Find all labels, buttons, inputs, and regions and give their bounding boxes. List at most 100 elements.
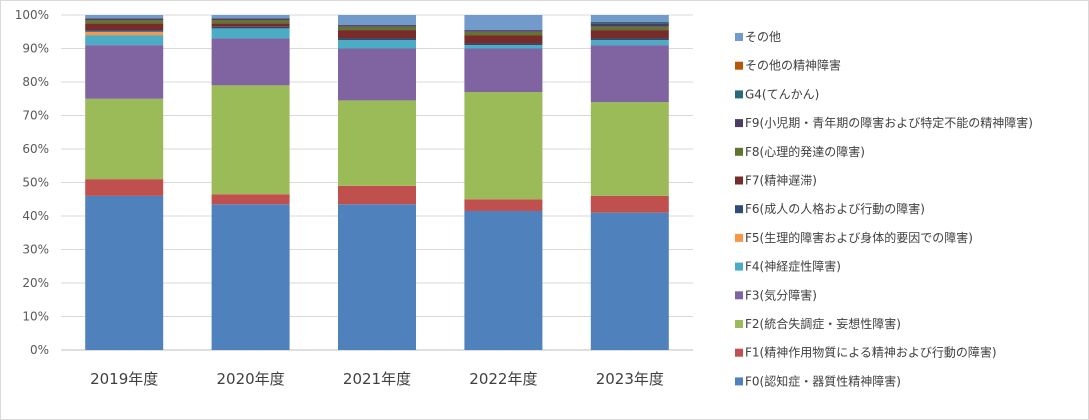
bar-segment [590,40,669,46]
x-category-label: 2019年度 [90,370,158,388]
bar-segment [338,26,416,31]
legend-swatch [735,320,743,328]
bar-segment [85,179,164,196]
bar-segment [85,18,164,21]
bar-segment [338,40,416,49]
legend-swatch [735,176,743,185]
y-tick-label: 10% [22,310,49,324]
y-tick-label: 0% [30,343,49,357]
bar-segment [85,195,164,350]
legend-item: F8(心理的発達の障害) [735,144,865,159]
bar-segment [590,38,669,41]
y-tick-label: 70% [22,109,49,123]
y-tick-label: 60% [22,142,49,156]
legend-item: その他の精神障害 [735,58,841,73]
legend-item: その他 [735,30,781,44]
bar-segment [464,48,543,93]
bar-segment [338,100,416,186]
bar-segment [464,199,543,211]
legend-swatch [735,291,743,300]
bar-segment [464,210,543,350]
legend-swatch [735,33,743,41]
legend-item: F6(成人の人格および行動の障害) [735,201,925,216]
x-category-label: 2023年度 [596,370,664,388]
legend-label: F7(精神遅滞) [745,174,817,188]
legend-label: F9(小児期・青年期の障害および特定不能の精神障害) [745,115,1033,130]
bars [85,15,669,350]
legend-item: F2(統合失調症・妄想性障害) [735,316,901,331]
bar-segment [590,23,669,27]
legend-swatch [735,90,743,99]
legend-swatch [735,262,743,271]
bar-segment [338,204,416,350]
legend-item: F9(小児期・青年期の障害および特定不能の精神障害) [735,115,1033,130]
bar-segment [211,23,290,27]
bar-segment [338,15,416,26]
bar-segment [85,20,164,24]
bar-segment [85,31,164,36]
bar-segment [590,212,669,350]
x-category-label: 2021年度 [343,370,411,388]
bar-segment [590,30,669,39]
legend-label: G4(てんかん) [745,87,819,101]
bar-segment [338,185,416,205]
bar-segment [211,85,290,195]
bar-segment [338,25,416,27]
bar-segment [85,23,164,31]
bar-segment [590,45,669,103]
legend-label: F1(精神作用物質による精神および行動の障害) [745,345,997,360]
legend-swatch [735,233,743,242]
legend-label: F5(生理的障害および身体的要因での障害) [745,230,973,245]
bar-segment [464,35,543,44]
bar-segment [338,48,416,101]
bar-segment [85,35,164,46]
legend-swatch [735,119,743,128]
legend-label: F4(神経症性障害) [745,259,841,274]
y-tick-label: 20% [22,276,49,290]
legend-item: F0(認知症・器質性精神障害) [735,373,901,388]
y-tick-label: 100% [15,8,49,22]
legend-item: F7(精神遅滞) [735,174,817,188]
bar-segment [85,15,164,19]
bar-segment [464,31,543,36]
y-axis: 0% 10% 20% 30% 40% 50% 60% 70% 80% 90% 100% [15,8,49,357]
legend-swatch [735,205,743,214]
legend-item: F4(神経症性障害) [735,259,841,274]
legend-label: F2(統合失調症・妄想性障害) [745,316,901,331]
bar-segment [211,18,290,21]
bar-segment [590,21,669,24]
legend-label: その他 [745,30,781,44]
bar-segment [338,30,416,39]
legend-swatch [735,147,743,156]
bar-segment [464,92,543,200]
legend-swatch [735,348,743,357]
legend-label: F0(認知症・器質性精神障害) [745,373,901,388]
bar-segment [338,38,416,41]
legend-item: G4(てんかん) [735,87,819,101]
bar-segment [211,26,290,29]
legend-swatch [735,61,743,70]
x-axis: 2019年度 2020年度 2021年度 2022年度 2023年度 [90,370,664,388]
bar-segment [211,204,290,350]
bar-segment [211,20,290,24]
x-category-label: 2020年度 [217,370,285,388]
bar-segment [590,102,669,196]
bar-segment [211,38,290,86]
bar-segment [590,195,669,213]
legend-label: F8(心理的発達の障害) [745,144,865,159]
y-tick-label: 40% [22,209,49,223]
bar-segment [85,98,164,180]
legend-item: F1(精神作用物質による精神および行動の障害) [735,345,997,360]
bar-segment [211,194,290,205]
bar-segment [464,43,543,46]
x-category-label: 2022年度 [469,370,537,388]
legend-label: F6(成人の人格および行動の障害) [745,201,925,216]
bar-segment [211,28,290,39]
y-tick-label: 30% [22,243,49,257]
bar-segment [464,30,543,32]
bar-segment [464,45,543,49]
bar-segment [464,15,543,31]
